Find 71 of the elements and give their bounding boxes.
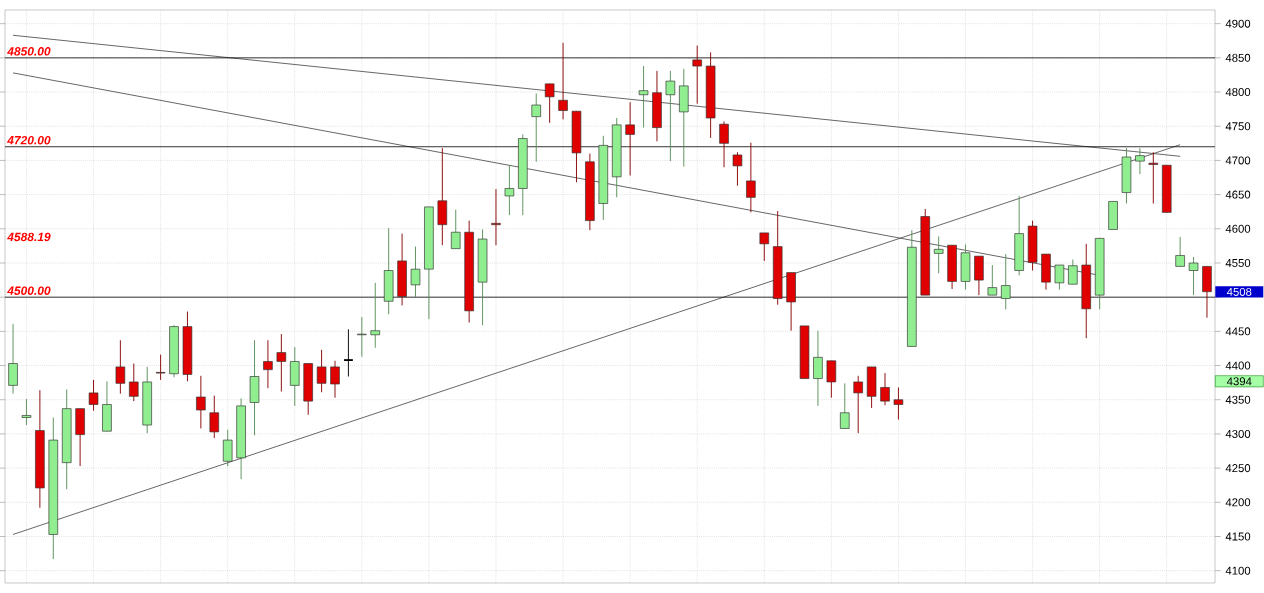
- y-tick-label: 4550: [1225, 258, 1251, 267]
- candlestick: [974, 255, 984, 296]
- candlestick: [504, 164, 515, 216]
- candlestick: [987, 264, 998, 296]
- candlestick: [196, 375, 206, 429]
- candlestick: [1148, 151, 1159, 204]
- y-tick-label: 4750: [1225, 122, 1251, 131]
- text: 4508: [1226, 287, 1252, 296]
- y-tick-label: 4450: [1225, 327, 1251, 336]
- candlestick: [746, 142, 756, 213]
- candlestick: [155, 354, 166, 381]
- candlestick: [115, 339, 126, 395]
- candlestick: [357, 316, 367, 358]
- candlestick: [276, 333, 287, 393]
- y-tick-label: 4400: [1225, 361, 1251, 370]
- candlestick: [625, 101, 635, 176]
- candlestick: [450, 209, 461, 250]
- candlestick: [1054, 264, 1065, 291]
- candlestick: [558, 42, 568, 120]
- y-tick-label: 4900: [1225, 19, 1251, 28]
- candlestick: [544, 83, 555, 124]
- candlestick: [719, 120, 729, 168]
- annotation: 4588.19: [7, 232, 51, 242]
- y-tick-label: 4850: [1225, 53, 1251, 62]
- text: 4394: [1226, 377, 1252, 386]
- candlestick: [840, 382, 850, 429]
- candlestick: [410, 246, 421, 298]
- y-tick-label: 4300: [1225, 429, 1251, 438]
- y-tick-label: 4100: [1225, 566, 1251, 575]
- ref-line-label: 4720.00: [7, 135, 51, 145]
- candlestick: [813, 330, 823, 407]
- candlestick: [209, 395, 220, 439]
- candlestick: [853, 375, 863, 434]
- candlestick: [1188, 256, 1199, 296]
- candlestick: [289, 346, 300, 407]
- candlestick: [1000, 253, 1011, 310]
- y-tick-label: 4250: [1225, 464, 1251, 473]
- candlestick: [437, 147, 448, 246]
- candlestick: [491, 188, 501, 246]
- candlestick: [263, 339, 273, 389]
- candlestick: [21, 398, 32, 426]
- candlestick: [370, 282, 381, 349]
- candlestick: [759, 232, 770, 262]
- candlestick: [1068, 259, 1078, 285]
- candlestick: [222, 429, 233, 467]
- candlestick: [826, 360, 837, 399]
- y-tick-label: 4700: [1225, 156, 1251, 165]
- candlestick: [1175, 236, 1185, 267]
- candlestick: [531, 92, 541, 163]
- candlestick: [1135, 147, 1145, 175]
- candlestick: [933, 235, 944, 274]
- y-tick-label: 4150: [1225, 532, 1251, 541]
- y-tick-label: 4200: [1225, 498, 1251, 507]
- ref-line-label: 4500.00: [7, 286, 51, 295]
- candlestick: [88, 379, 99, 412]
- y-tick-label: 4800: [1225, 88, 1251, 97]
- candlestick: [880, 372, 890, 406]
- candlestick: [129, 363, 139, 402]
- candlestick: [732, 151, 743, 187]
- y-tick-label: 4600: [1225, 224, 1251, 233]
- y-tick-label: 4350: [1225, 395, 1251, 404]
- ref-line-label: 4850.00: [7, 47, 51, 56]
- candlestick: [330, 360, 340, 399]
- candlestick: [343, 328, 354, 377]
- candlestick: [8, 323, 18, 395]
- candlestick: [638, 65, 649, 129]
- y-tick-label: 4650: [1225, 190, 1251, 199]
- candlestick: [893, 386, 904, 421]
- candlestick: [692, 45, 702, 105]
- candlestick: [665, 70, 676, 162]
- candlestick: [316, 349, 327, 393]
